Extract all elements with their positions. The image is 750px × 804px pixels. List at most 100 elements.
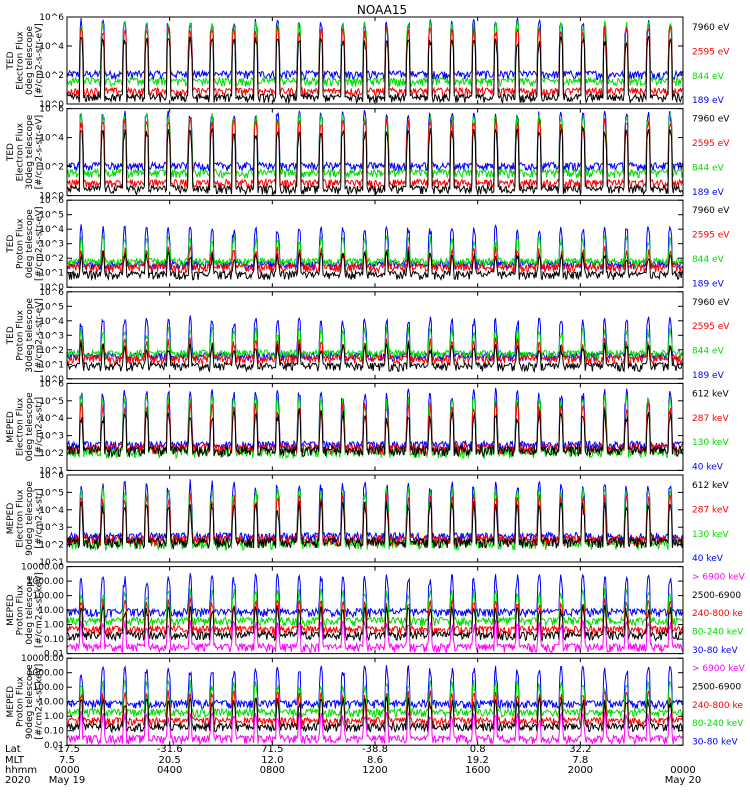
y-axis-label: 90deg telescope <box>25 481 35 556</box>
y-tick-label: 10^5 <box>39 302 64 312</box>
channel-label: 612 keV <box>692 389 729 399</box>
series-line-2 <box>67 689 683 729</box>
y-axis-label: Proton Flux <box>16 584 26 635</box>
channel-label: 2500-6900 <box>692 682 741 692</box>
y-axis-label: Electron Flux <box>16 397 26 456</box>
y-tick-label: 10^4 <box>39 414 64 424</box>
y-tick-label: 0.10 <box>44 635 64 645</box>
channel-label: 40 keV <box>692 554 724 564</box>
x-tick-hhmm: 2000 <box>568 765 593 776</box>
panel-traces <box>67 572 683 654</box>
y-tick-label: 10^0 <box>39 100 64 110</box>
y-axis-label: 30deg telescope <box>25 297 35 372</box>
panel-traces <box>67 315 683 373</box>
y-axis-label: MEPED <box>6 503 16 535</box>
panel-ted-e-30: 10^0 10^2 10^4 10^6 TED Electron Flux 30deg te… <box>6 105 730 202</box>
x-row-label: MLT <box>5 755 25 766</box>
y-axis-label: [#/cm2-s-sr-keV] <box>35 664 45 740</box>
channel-label: 2595 eV <box>692 139 730 149</box>
y-tick-label: 10^1 <box>39 558 64 568</box>
y-tick-label: 10^2 <box>39 346 64 356</box>
y-axis-label: TED <box>6 326 16 345</box>
x-row-label: 2020 <box>5 775 30 786</box>
channel-label: 189 eV <box>692 279 725 289</box>
y-tick-label: 10000.00 <box>21 563 64 573</box>
y-axis-label: Electron Flux <box>16 31 26 90</box>
channel-label: 287 keV <box>692 414 729 424</box>
x-tick-lat: -31.6 <box>157 744 183 755</box>
y-axis-label: 0deg telescope <box>25 209 35 279</box>
y-tick-label: 0.01 <box>44 650 64 660</box>
series-line-3 <box>67 223 683 272</box>
x-tick-lat: -17.5 <box>54 744 80 755</box>
y-axis-label: [#/cm2-s-str-eV] <box>35 23 45 98</box>
x-tick-hhmm: 0000 <box>670 765 695 776</box>
y-tick-label: 10^2 <box>39 541 64 551</box>
series-line-3 <box>67 587 683 628</box>
panel-traces <box>67 664 683 746</box>
x-tick-date: May 19 <box>49 775 86 786</box>
channel-label: 7960 eV <box>692 23 730 33</box>
y-tick-label: 10^6 <box>39 13 64 23</box>
panel-ted-e-0: 10^0 10^2 10^4 10^6 TED Electron Flux 0deg tel… <box>6 13 730 110</box>
channel-label: 844 eV <box>692 255 725 265</box>
channel-label: 189 eV <box>692 188 725 198</box>
x-tick-hhmm: 1200 <box>362 765 387 776</box>
x-tick-mlt: 20.5 <box>159 755 181 766</box>
channel-label: 612 keV <box>692 481 729 491</box>
series-line-3 <box>67 17 683 82</box>
y-tick-label: 1000.00 <box>27 577 64 587</box>
series-line-3 <box>67 678 683 720</box>
channel-label: 844 eV <box>692 347 725 357</box>
channel-label: 7960 eV <box>692 298 730 308</box>
series-line-0 <box>67 500 683 551</box>
x-tick-hhmm: 0400 <box>157 765 182 776</box>
y-tick-label: 10^3 <box>39 523 64 533</box>
y-tick-label: 10^4 <box>39 317 64 327</box>
y-tick-label: 10^6 <box>39 471 64 481</box>
channel-label: 844 eV <box>692 163 725 173</box>
series-line-0 <box>67 711 683 746</box>
channel-label: 287 keV <box>692 505 729 515</box>
channel-label: 2595 eV <box>692 322 730 332</box>
channel-label: 80-240 keV <box>692 719 744 729</box>
y-axis-label: MEPED <box>6 594 16 626</box>
y-tick-label: 10^5 <box>39 397 64 407</box>
channel-label: 240-800 ke <box>692 609 743 619</box>
x-tick-mlt: 7.8 <box>572 755 588 766</box>
y-tick-label: 10^6 <box>39 288 64 298</box>
y-axis-label: TED <box>6 235 16 254</box>
x-tick-mlt: 7.5 <box>59 755 75 766</box>
series-line-3 <box>67 479 683 545</box>
channel-label: > 6900 keV <box>692 664 746 674</box>
panel-ted-p-0: 10^0 10^1 10^2 10^3 10^4 10^5 10^6 TED Proton Fl… <box>6 196 730 293</box>
panel-meped-p-90: 0.01 0.10 1.00 10.00 100.00 1000.00 10000.00 ME… <box>6 654 746 751</box>
y-tick-label: 10^2 <box>39 163 64 173</box>
y-tick-label: 10000.00 <box>21 654 64 664</box>
panel-meped-e-90: 10^1 10^2 10^3 10^4 10^5 10^6 MEPED Electron Fl… <box>6 471 729 568</box>
y-tick-label: 10^2 <box>39 254 64 264</box>
x-tick-mlt: 19.2 <box>467 755 489 766</box>
panel-meped-p-0: 0.01 0.10 1.00 10.00 100.00 1000.00 10000.00 ME… <box>6 563 746 660</box>
y-axis-label: TED <box>6 51 16 70</box>
channel-label: 7960 eV <box>692 115 730 125</box>
y-tick-label: 0.01 <box>44 741 64 751</box>
y-tick-label: 10^0 <box>39 283 64 293</box>
x-tick-hhmm: 0000 <box>54 765 79 776</box>
y-tick-label: 10^2 <box>39 71 64 81</box>
y-axis-label: 30deg telescope <box>25 114 35 189</box>
y-tick-label: 1000.00 <box>27 669 64 679</box>
y-tick-label: 10^5 <box>39 488 64 498</box>
y-axis-label: [#/cm2-s-str-eV] <box>35 298 45 373</box>
channel-label: 30-80 keV <box>692 737 738 747</box>
y-tick-label: 10^4 <box>39 134 64 144</box>
y-tick-label: 10^1 <box>39 466 64 476</box>
series-line-2 <box>67 20 683 89</box>
channel-label: 2500-6900 <box>692 591 741 601</box>
channel-label: > 6900 keV <box>692 573 746 583</box>
y-axis-label: [#/cm2-s-sr-keV] <box>35 572 45 648</box>
series-line-2 <box>67 325 683 361</box>
panel-traces <box>67 387 683 460</box>
x-tick-lat: -38.8 <box>362 744 388 755</box>
